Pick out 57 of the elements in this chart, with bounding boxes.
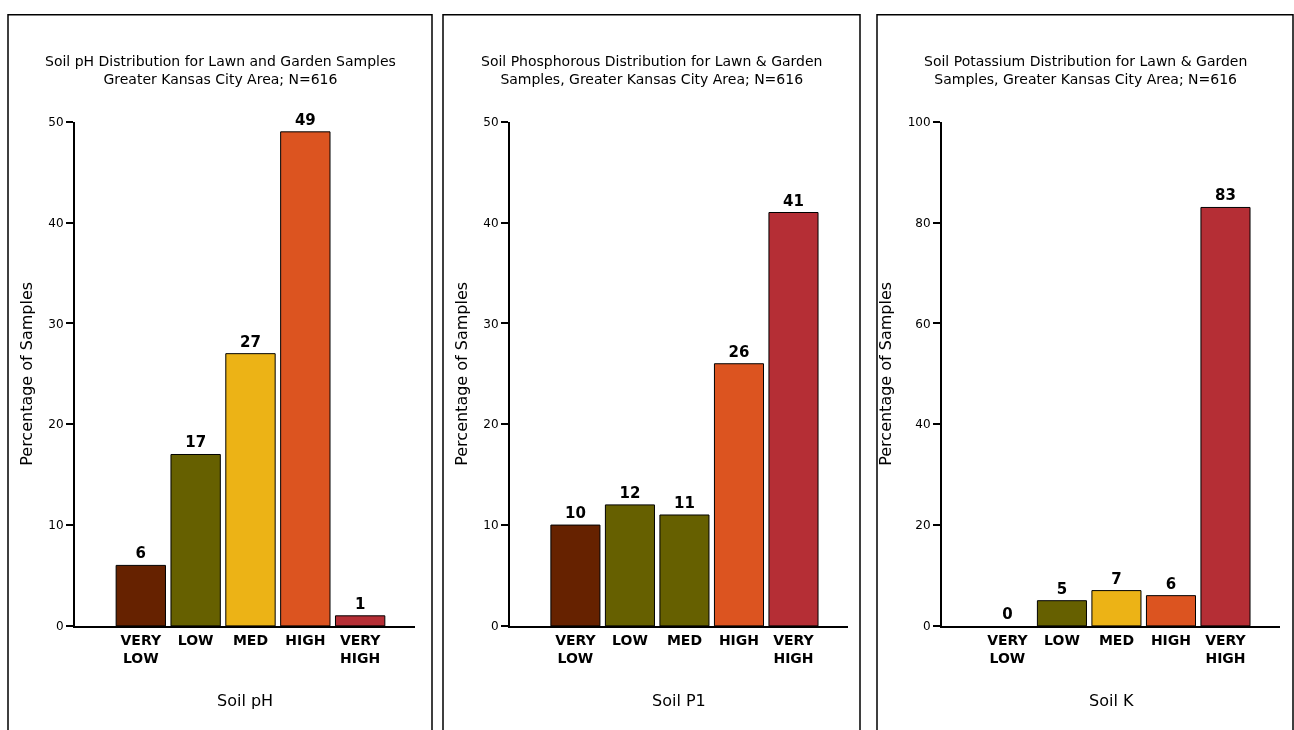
- x-tick-label: VERY HIGH: [1205, 631, 1247, 666]
- y-tick-label: 10: [483, 518, 499, 533]
- data-label: 17: [185, 433, 207, 452]
- x-tick-label: HIGH: [718, 631, 760, 648]
- x-axis-title: Soil K: [1089, 691, 1134, 710]
- data-label: 27: [240, 332, 261, 351]
- x-tick-label: MED: [232, 631, 269, 648]
- data-label: 6: [135, 544, 147, 563]
- y-tick-label: 40: [48, 215, 64, 230]
- data-label: 1: [354, 594, 366, 613]
- y-tick-label: 100: [907, 114, 931, 129]
- y-tick-label: 20: [483, 417, 499, 432]
- data-label: 0: [1002, 604, 1013, 623]
- y-tick-label: 0: [490, 619, 499, 634]
- x-tick-label: VERY HIGH: [773, 631, 815, 666]
- y-tick-label: 50: [483, 114, 499, 129]
- y-tick-label: 20: [48, 417, 64, 432]
- y-tick-label: 20: [915, 518, 931, 533]
- y-tick-label: 10: [48, 518, 64, 533]
- x-tick-label: VERY LOW: [120, 631, 162, 666]
- y-tick-label: 60: [915, 316, 931, 331]
- chart-title: Soil Phosphorous Distribution for Lawn & Garden Samples, Greater Kansas City Area; N=616: [481, 53, 823, 88]
- x-tick-label: LOW: [612, 631, 648, 648]
- y-tick-label: 40: [915, 417, 931, 432]
- data-label: 26: [728, 342, 750, 361]
- x-tick-label: HIGH: [1150, 631, 1192, 648]
- x-axis-title: Soil pH: [217, 691, 274, 710]
- data-label: 7: [1111, 569, 1122, 588]
- y-tick-label: 0: [55, 619, 64, 634]
- data-label: 49: [294, 110, 316, 129]
- data-label: 6: [1165, 574, 1177, 593]
- x-tick-label: VERY LOW: [987, 631, 1029, 666]
- x-tick-label: HIGH: [285, 631, 326, 648]
- data-label: 12: [619, 483, 641, 502]
- chart-title: Soil pH Distribution for Lawn and Garden Samples Greater Kansas City Area; N=616: [45, 53, 396, 88]
- data-label: 10: [564, 504, 586, 523]
- y-tick-label: 0: [922, 619, 931, 634]
- x-tick-label: VERY HIGH: [339, 631, 382, 666]
- y-tick-label: 30: [48, 316, 64, 331]
- x-tick-label: MED: [666, 631, 703, 648]
- x-tick-label: LOW: [177, 631, 214, 648]
- data-label: 83: [1215, 186, 1236, 205]
- x-tick-label: LOW: [1044, 631, 1080, 648]
- y-axis-title: Percentage of Samples: [876, 281, 896, 466]
- x-tick-label: MED: [1098, 631, 1135, 648]
- data-label: 11: [674, 493, 695, 512]
- chart-title: Soil Potassium Distribution for Lawn & Garden Samples, Greater Kansas City Area; N=616: [924, 53, 1248, 88]
- x-axis-title: Soil P1: [652, 691, 706, 710]
- y-axis-title: Percentage of Samples: [16, 281, 36, 466]
- x-tick-label: VERY LOW: [555, 631, 597, 666]
- y-axis-title: Percentage of Samples: [451, 281, 471, 466]
- data-label: 5: [1056, 579, 1068, 598]
- y-tick-label: 80: [915, 215, 931, 230]
- y-tick-label: 30: [483, 316, 499, 331]
- data-label: 41: [783, 191, 804, 210]
- y-tick-label: 50: [48, 114, 64, 129]
- y-tick-label: 40: [483, 215, 499, 230]
